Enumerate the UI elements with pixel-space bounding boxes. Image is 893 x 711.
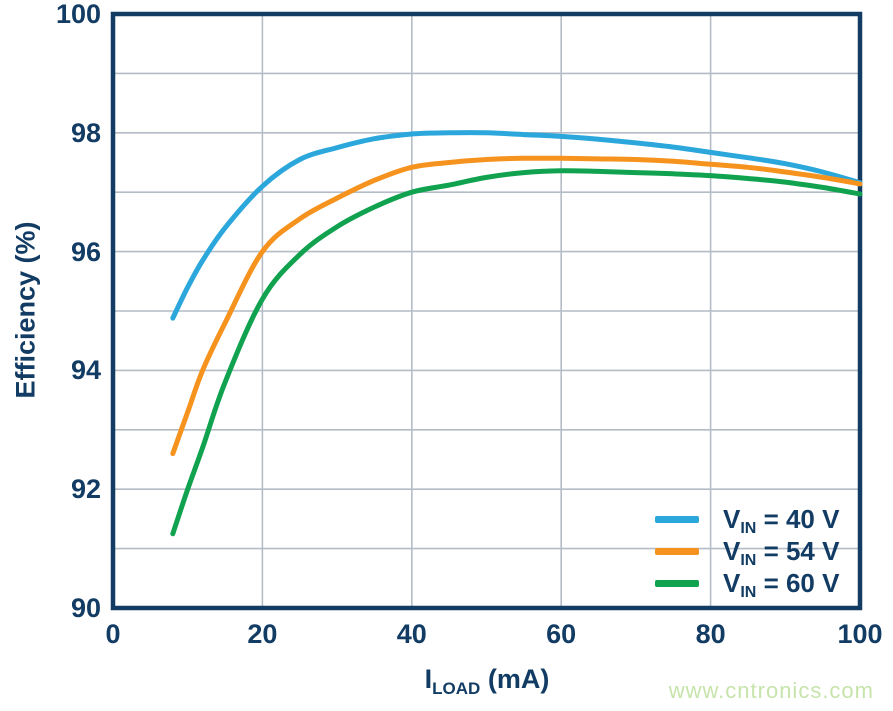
series-line-0 — [170, 130, 863, 321]
series-line-1 — [170, 155, 863, 457]
x-axis-title-unit: (mA) — [480, 664, 550, 694]
legend-label: VIN = 54 V — [723, 535, 840, 569]
legend-swatch — [655, 515, 699, 523]
legend-swatch — [655, 547, 699, 555]
watermark-text: www.cntronics.com — [668, 678, 874, 703]
x-axis-title-symbol: I — [424, 664, 433, 694]
legend-item-0: VIN = 40 V — [655, 503, 840, 537]
y-tick-label: 94 — [70, 355, 101, 386]
y-tick-label: 92 — [70, 474, 101, 505]
plot-frame — [110, 11, 863, 611]
y-tick-label: 90 — [70, 593, 101, 623]
legend-label: VIN = 40 V — [723, 503, 840, 537]
y-tick-label: 96 — [70, 236, 101, 267]
x-axis-title-subscript: LOAD — [432, 679, 481, 698]
y-axis-title: Efficiency (%) — [10, 221, 41, 399]
x-tick-label: 60 — [546, 619, 577, 649]
x-tick-label: 40 — [396, 619, 427, 649]
legend-item-2: VIN = 60 V — [655, 567, 840, 601]
chart-legend: VIN = 40 V VIN = 54 V VIN = 60 V — [655, 503, 840, 601]
legend-label: VIN = 60 V — [723, 567, 840, 601]
x-tick-label: 80 — [695, 619, 726, 649]
y-tick-label: 98 — [70, 117, 101, 148]
x-tick-label: 0 — [105, 619, 121, 649]
series-line-2 — [170, 168, 863, 537]
x-tick-label: 20 — [247, 619, 278, 649]
legend-swatch — [655, 579, 699, 587]
y-tick-label: 100 — [55, 0, 101, 29]
legend-item-1: VIN = 54 V — [655, 535, 840, 569]
x-tick-label: 100 — [837, 619, 883, 649]
x-axis-title: ILOAD (mA) — [424, 664, 550, 698]
